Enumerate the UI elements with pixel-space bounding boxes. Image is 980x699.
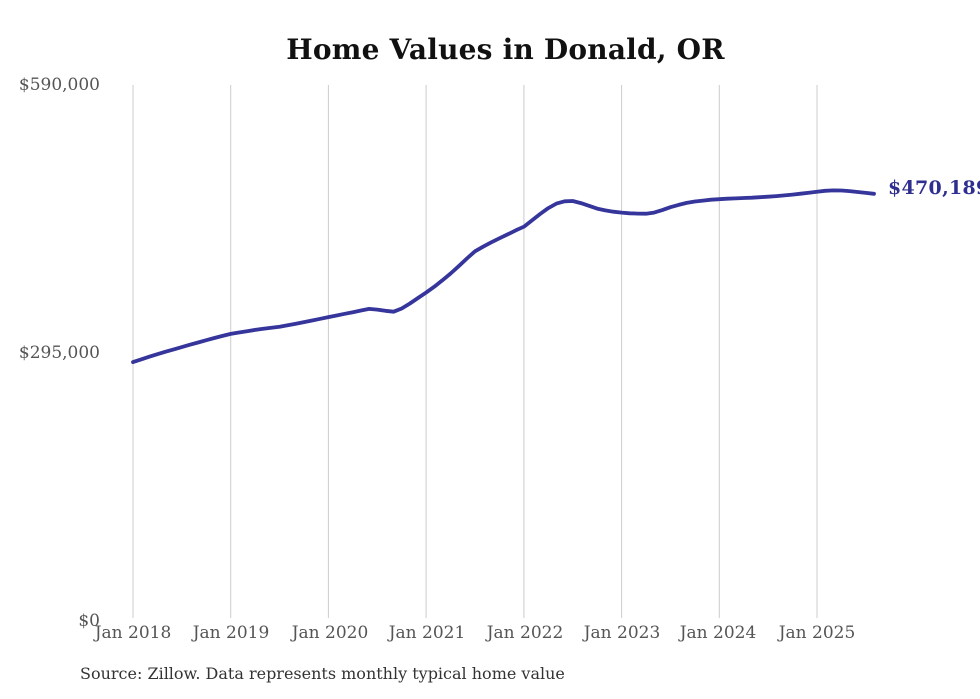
x-axis-label-2023: Jan 2023 (583, 623, 661, 643)
x-axis-label-2025: Jan 2025 (778, 623, 856, 643)
y-axis-label-590000: $590,000 (18, 75, 100, 95)
x-axis-label-2018: Jan 2018 (94, 623, 172, 643)
y-axis-label-295000: $295,000 (18, 343, 100, 363)
chart-title: Home Values in Donald, OR (286, 33, 725, 66)
y-axis-label-0: $0 (78, 611, 100, 631)
x-axis-label-2019: Jan 2019 (192, 623, 270, 643)
home-value-series-line (131, 188, 876, 364)
x-axis-label-2020: Jan 2020 (291, 623, 369, 643)
source-note: Source: Zillow. Data represents monthly … (80, 664, 565, 683)
x-axis-label-2022: Jan 2022 (486, 623, 564, 643)
latest-value-label: $470,189 (888, 177, 980, 199)
x-axis-label-2021: Jan 2021 (388, 623, 466, 643)
x-axis-label-2024: Jan 2024 (679, 623, 757, 643)
